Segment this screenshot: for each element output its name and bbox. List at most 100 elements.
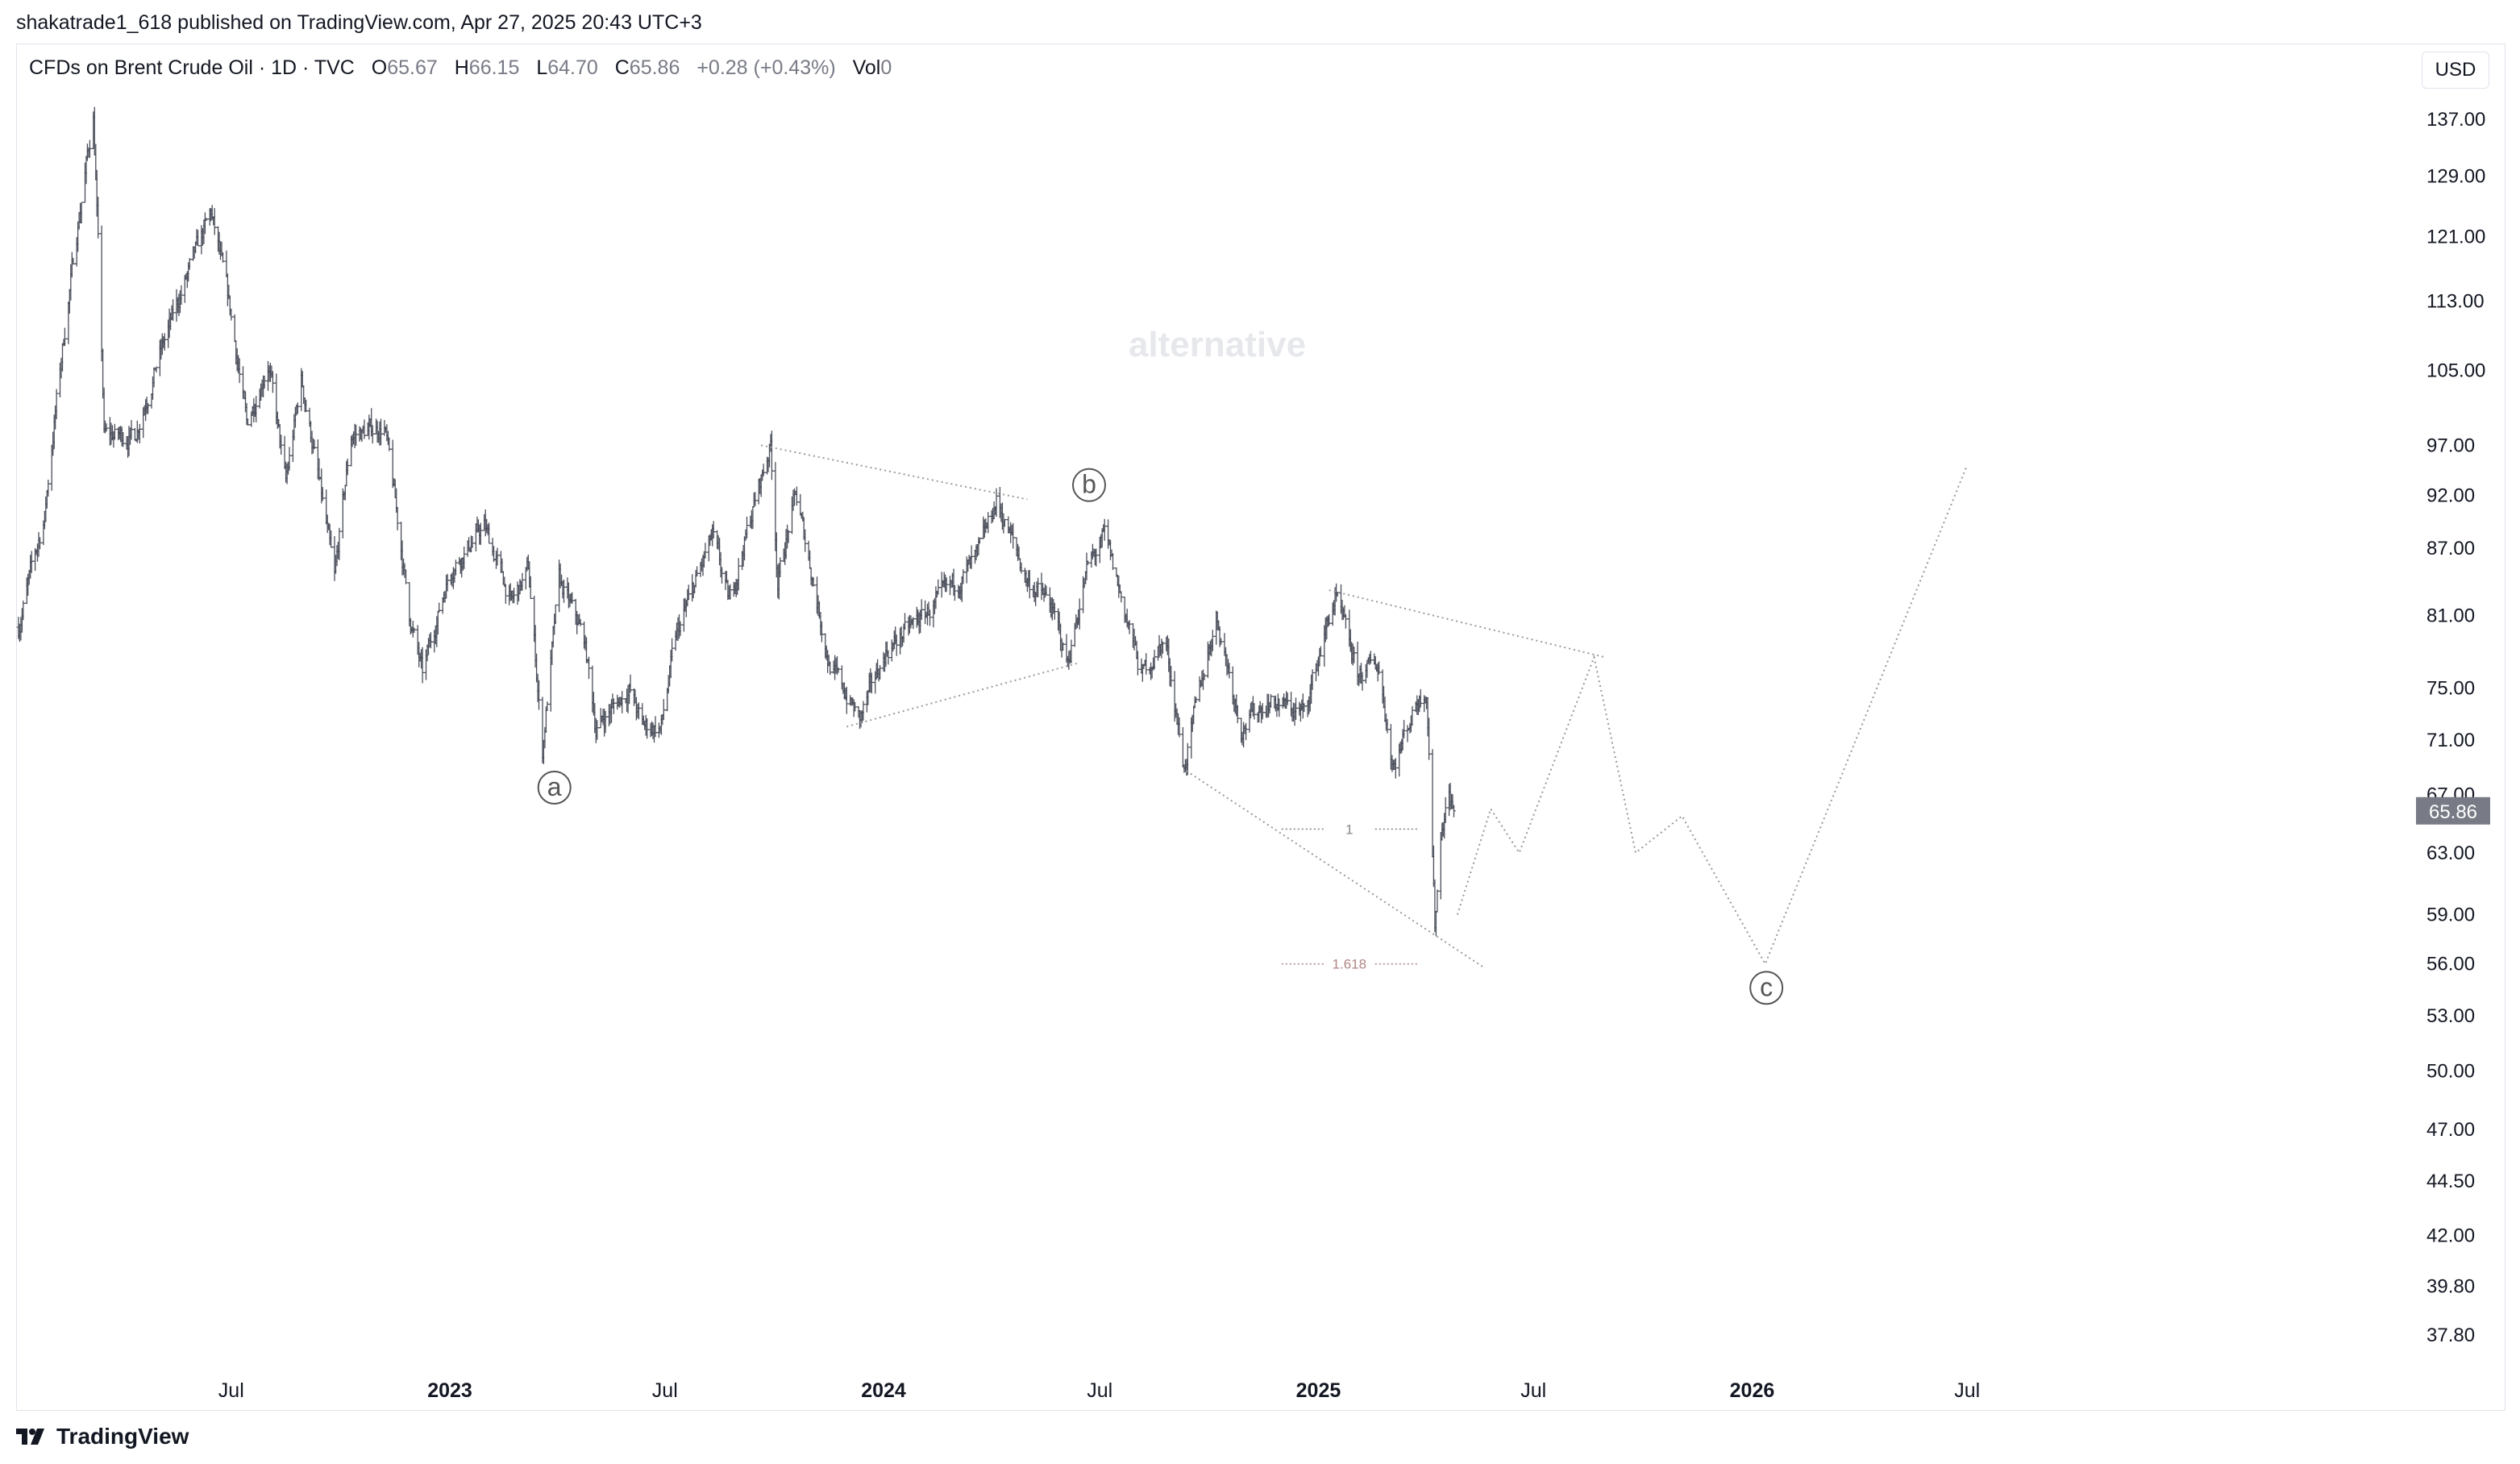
price-bar [820, 621, 824, 643]
price-bar [1394, 758, 1398, 779]
price-bar [262, 376, 267, 389]
price-bar [379, 418, 383, 446]
price-bar [1319, 646, 1323, 657]
price-axis[interactable]: 137.00 129.00 121.00 113.00 105.00 97.00 92.00… [2416, 109, 2490, 1346]
price-bar [1427, 717, 1431, 760]
open-label: O [371, 56, 388, 79]
price-bar [1053, 602, 1057, 620]
price-bar [104, 423, 109, 432]
price-bar [1103, 518, 1107, 541]
trendline[interactable] [760, 444, 1028, 501]
tradingview-logo-icon [16, 1427, 50, 1446]
price-tick-label: 129.00 [2426, 165, 2485, 187]
price-bar [495, 547, 500, 566]
price-bar [969, 545, 974, 569]
price-bar [1177, 717, 1182, 738]
price-bar [928, 609, 932, 626]
price-bar [1078, 598, 1082, 630]
time-tick-label: 2025 [1296, 1379, 1341, 1402]
price-tick-label: 53.00 [2426, 1005, 2475, 1027]
price-bar [953, 585, 957, 601]
price-bar [113, 423, 117, 440]
price-bar [146, 402, 150, 414]
price-bar [429, 632, 433, 649]
wave-label-circle[interactable] [537, 770, 572, 805]
price-bar [1269, 694, 1273, 708]
price-tick-label: 47.00 [2426, 1119, 2475, 1141]
wave-label-text: c [1760, 972, 1773, 1001]
time-tick-label: Jul [1087, 1379, 1112, 1402]
price-bar [745, 516, 749, 539]
symbol-title[interactable]: CFDs on Brent Crude Oil · 1D · TVC [29, 56, 355, 79]
price-bar [728, 584, 733, 600]
price-bar [462, 546, 466, 569]
price-bar [233, 314, 237, 343]
price-bar [845, 686, 849, 714]
price-bar [554, 604, 558, 624]
wave-label-circle[interactable] [1071, 468, 1106, 502]
price-bar [545, 701, 550, 711]
price-bar [445, 573, 450, 592]
price-bar [404, 569, 408, 584]
time-tick-label: 2023 [427, 1379, 472, 1402]
price-bar [1186, 742, 1190, 776]
price-tick-label: 113.00 [2426, 291, 2485, 313]
watermark-text: alternative [1129, 325, 1306, 364]
price-bar [271, 371, 275, 393]
price-bar [786, 530, 791, 543]
price-tick-label: 63.00 [2426, 842, 2475, 864]
price-bar [237, 358, 242, 384]
currency-button[interactable]: USD [2422, 52, 2489, 89]
watermark-layer: alternative [1129, 325, 1306, 364]
price-bar [1011, 522, 1015, 549]
price-bar [96, 197, 100, 239]
price-bar [578, 618, 583, 626]
wave-label-text: a [547, 772, 562, 801]
price-bar [454, 559, 458, 576]
price-bar [570, 592, 574, 604]
price-bar [30, 551, 34, 573]
price-bar [878, 665, 882, 680]
price-bar [795, 486, 799, 506]
footer-brand[interactable]: TradingView [16, 1424, 189, 1449]
price-bar [1202, 673, 1207, 680]
price-bar [1169, 666, 1173, 688]
price-bar [1435, 889, 1440, 913]
price-bar [670, 638, 674, 662]
price-bar [1252, 703, 1257, 720]
wave-label-circle[interactable] [1749, 971, 1784, 1005]
price-bar [470, 536, 475, 548]
price-bar [362, 419, 367, 439]
price-bar [1028, 570, 1032, 599]
price-bar [870, 672, 874, 694]
trendline[interactable] [1329, 589, 1605, 659]
price-bar [1244, 722, 1248, 741]
price-bar [653, 716, 658, 738]
price-bar [1261, 703, 1265, 720]
price-bar [753, 492, 757, 506]
price-bar [395, 506, 400, 530]
trendline[interactable] [846, 662, 1078, 728]
price-bar [129, 420, 134, 440]
price-bar [1152, 650, 1157, 670]
price-bar [287, 447, 292, 471]
price-bar [221, 252, 225, 263]
price-bar [562, 580, 566, 603]
price-bar [1344, 613, 1348, 629]
price-bar [778, 557, 782, 577]
price-bar [1439, 832, 1443, 900]
price-bar [1405, 725, 1410, 742]
trendline[interactable] [1186, 770, 1484, 968]
price-bar [329, 530, 333, 548]
time-axis[interactable]: Jul 2023 Jul 2024 Jul 2025 Jul 2026 Jul [218, 1379, 1980, 1402]
price-bar [1310, 669, 1315, 690]
symbol-legend: CFDs on Brent Crude Oil · 1D · TVC O65.6… [29, 56, 892, 80]
price-bar [770, 430, 774, 480]
projection-path[interactable] [1456, 464, 1969, 967]
price-bar [21, 601, 25, 621]
open-value: 65.67 [387, 56, 438, 79]
price-bar [1410, 705, 1415, 726]
price-tick-label: 81.00 [2426, 605, 2475, 626]
close-value: 65.86 [629, 56, 680, 79]
